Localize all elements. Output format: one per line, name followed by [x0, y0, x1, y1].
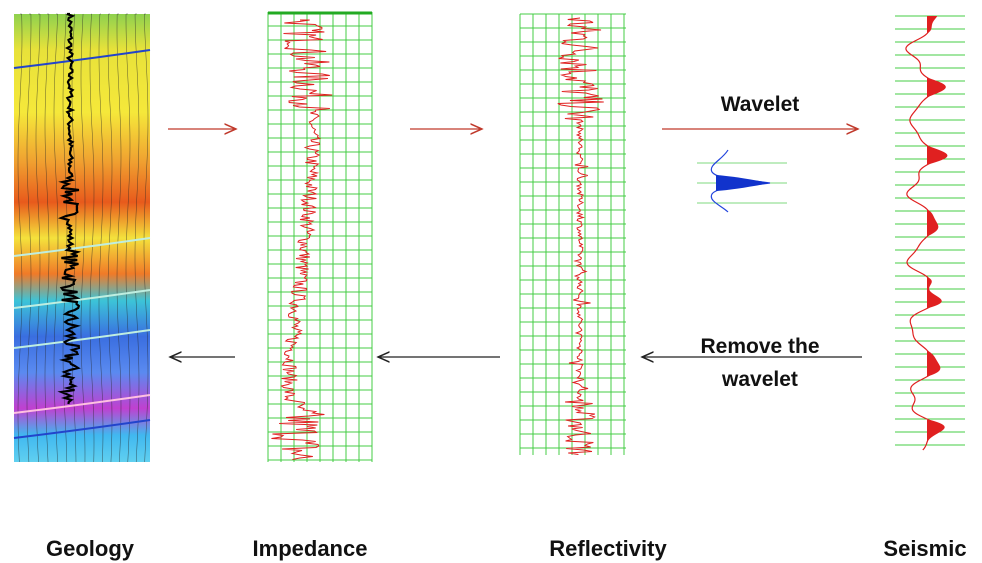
seismic-lobe [927, 277, 942, 309]
inverse-label: Remove the [700, 335, 819, 358]
panel-label: Geology [46, 536, 135, 561]
seismic-panel [895, 16, 965, 450]
geology-panel [14, 14, 150, 462]
seismic-lobe [927, 351, 940, 377]
panel-label: Impedance [253, 536, 368, 561]
reflectivity-trace [558, 18, 604, 455]
seismic-lobe [927, 16, 937, 34]
impedance-panel [268, 12, 372, 462]
diagram: Wavelet Remove the wavelet Geology Imped… [0, 0, 982, 563]
panel-label: Seismic [883, 536, 966, 561]
wavelet-label: Wavelet [721, 93, 800, 116]
reflectivity-panel [520, 14, 626, 455]
panel-label: Reflectivity [549, 536, 667, 561]
seismic-lobe [927, 146, 947, 165]
inverse-label: wavelet [721, 368, 798, 391]
wavelet-icon [697, 150, 787, 212]
seismic-lobe [927, 210, 938, 237]
